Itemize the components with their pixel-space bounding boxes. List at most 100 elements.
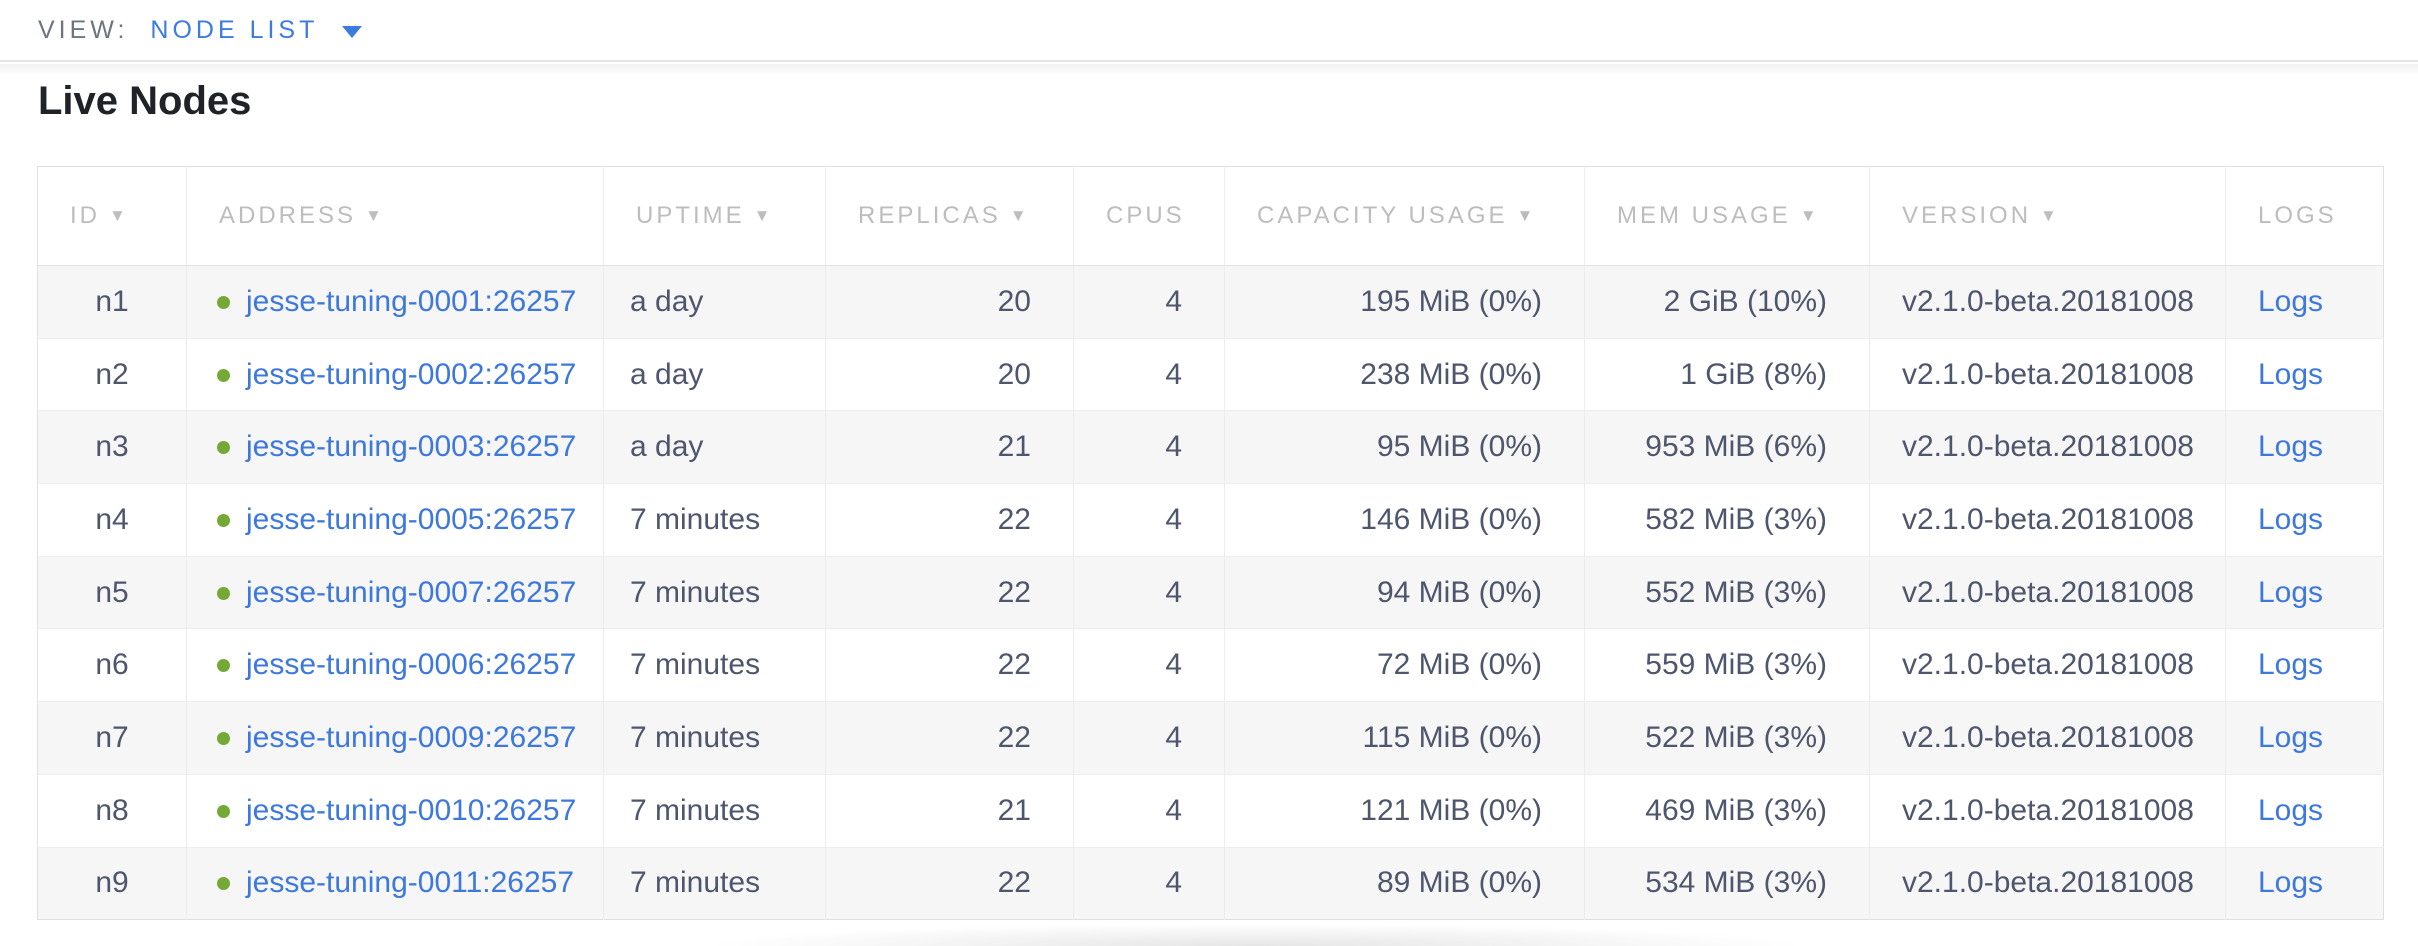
table-row: n3 jesse-tuning-0003:26257 a day 21 4 95 MiB …: [37, 410, 2384, 484]
cell-mem: 469 MiB (3%): [1584, 773, 1870, 847]
column-header-capacity[interactable]: CAPACITY USAGE ▼: [1224, 166, 1585, 266]
cell-capacity: 115 MiB (0%): [1224, 701, 1585, 775]
column-header-id[interactable]: ID ▼: [37, 166, 187, 266]
cell-version: v2.1.0-beta.20181008: [1869, 555, 2226, 629]
column-header-replicas[interactable]: REPLICAS ▼: [825, 166, 1074, 266]
live-status-icon: [217, 804, 230, 818]
cell-address: jesse-tuning-0011:26257: [186, 846, 604, 920]
below-fold-shadow: [520, 922, 1990, 946]
live-status-icon: [217, 877, 230, 891]
cell-id: n7: [37, 701, 187, 775]
sort-desc-icon: ▼: [109, 206, 129, 225]
logs-link[interactable]: Logs: [2258, 575, 2324, 609]
cell-uptime: 7 minutes: [603, 773, 826, 847]
cell-mem: 552 MiB (3%): [1584, 555, 1870, 629]
cell-address: jesse-tuning-0006:26257: [186, 628, 604, 702]
logs-link[interactable]: Logs: [2258, 720, 2324, 754]
live-nodes-table: ID ▼ ADDRESS ▼ UPTIME ▼ REPLICAS ▼ CPUS CAPACITY …: [37, 166, 2384, 921]
logs-link[interactable]: Logs: [2258, 284, 2324, 318]
column-header-version[interactable]: VERSION ▼: [1869, 166, 2226, 266]
cell-logs: Logs: [2225, 410, 2384, 484]
caret-down-icon: [342, 26, 363, 38]
cell-address: jesse-tuning-0009:26257: [186, 701, 604, 775]
cell-cpus: 4: [1073, 628, 1225, 702]
node-address-link[interactable]: jesse-tuning-0007:26257: [246, 575, 577, 609]
cell-uptime: 7 minutes: [603, 628, 826, 702]
sort-desc-icon: ▼: [1799, 206, 1820, 225]
node-address-link[interactable]: jesse-tuning-0011:26257: [246, 866, 575, 900]
table-row: n6 jesse-tuning-0006:26257 7 minutes 22 4 72 …: [37, 628, 2384, 702]
cell-id: n3: [37, 410, 187, 484]
column-header-mem[interactable]: MEM USAGE ▼: [1584, 166, 1870, 266]
cell-replicas: 21: [825, 410, 1074, 484]
cell-id: n1: [95, 284, 129, 318]
cell-mem: 582 MiB (3%): [1584, 483, 1870, 557]
column-header-logs: LOGS: [2225, 166, 2384, 266]
cell-mem: 2 GiB (10%): [1584, 265, 1870, 339]
column-header-label: ID: [70, 202, 100, 229]
node-address-link[interactable]: jesse-tuning-0009:26257: [246, 720, 577, 754]
column-header-label: REPLICAS: [858, 202, 1001, 229]
cell-logs: Logs: [2225, 265, 2384, 339]
cell-capacity: 195 MiB (0%): [1224, 265, 1585, 339]
cell-replicas: 22: [825, 483, 1074, 557]
node-address-link[interactable]: jesse-tuning-0002:26257: [246, 357, 577, 391]
column-header-label: CPUS: [1106, 202, 1185, 229]
logs-link[interactable]: Logs: [2258, 648, 2324, 682]
cell-uptime: a day: [603, 337, 826, 411]
cell-capacity: 238 MiB (0%): [1224, 337, 1585, 411]
cell-address: jesse-tuning-0002:26257: [186, 337, 604, 411]
cell-replicas: 21: [825, 773, 1074, 847]
cell-address: jesse-tuning-0010:26257: [186, 773, 604, 847]
cell-mem: 534 MiB (3%): [1584, 846, 1870, 920]
cell-logs: Logs: [2225, 483, 2384, 557]
logs-link[interactable]: Logs: [2258, 793, 2324, 827]
cell-mem: 1 GiB (8%): [1584, 337, 1870, 411]
cell-replicas: 22: [825, 846, 1074, 920]
node-address-link[interactable]: jesse-tuning-0001:26257: [246, 284, 577, 318]
sort-desc-icon: ▼: [1516, 206, 1537, 225]
cell-uptime: 7 minutes: [603, 846, 826, 920]
cell-version: v2.1.0-beta.20181008: [1869, 337, 2226, 411]
sort-desc-icon: ▼: [365, 206, 385, 225]
column-header-cpus: CPUS: [1073, 166, 1225, 266]
cell-id: n4: [37, 483, 187, 557]
live-status-icon: [217, 295, 230, 309]
node-address-link[interactable]: jesse-tuning-0010:26257: [246, 793, 577, 827]
view-dropdown[interactable]: NODE LIST: [150, 15, 363, 45]
column-header-uptime[interactable]: UPTIME ▼: [603, 166, 826, 266]
logs-link[interactable]: Logs: [2258, 866, 2324, 900]
sort-desc-icon: ▼: [1009, 206, 1030, 225]
column-header-label: CAPACITY USAGE: [1257, 202, 1508, 229]
cell-replicas: 20: [825, 337, 1074, 411]
table-row: n4 jesse-tuning-0005:26257 7 minutes 22 4 146…: [37, 483, 2384, 557]
cell-replicas: 20: [825, 265, 1074, 339]
cell-address: jesse-tuning-0005:26257: [186, 483, 604, 557]
table-body: n1 jesse-tuning-0001:26257 a day 20 4 195 MiB…: [37, 265, 2384, 920]
table-row: n5 jesse-tuning-0007:26257 7 minutes 22 4 94 …: [37, 555, 2384, 629]
cell-logs: Logs: [2225, 628, 2384, 702]
logs-link[interactable]: Logs: [2258, 357, 2324, 391]
node-address-link[interactable]: jesse-tuning-0005:26257: [246, 502, 577, 536]
cell-address: jesse-tuning-0003:26257: [186, 410, 604, 484]
table-header-row: ID ▼ ADDRESS ▼ UPTIME ▼ REPLICAS ▼ CPUS CAPACITY …: [37, 166, 2384, 266]
live-status-icon: [217, 513, 230, 527]
cell-replicas: 22: [825, 555, 1074, 629]
cell-mem: 953 MiB (6%): [1584, 410, 1870, 484]
node-address-link[interactable]: jesse-tuning-0006:26257: [246, 648, 577, 682]
column-header-address[interactable]: ADDRESS ▼: [186, 166, 604, 266]
view-dropdown-value: NODE LIST: [150, 15, 319, 44]
cell-cpus: 4: [1073, 701, 1225, 775]
view-label: VIEW:: [38, 15, 129, 44]
cell-logs: Logs: [2225, 337, 2384, 411]
cell-id: n5: [37, 555, 187, 629]
logs-link[interactable]: Logs: [2258, 430, 2324, 464]
cell-uptime: 7 minutes: [603, 483, 826, 557]
table-row: n2 jesse-tuning-0002:26257 a day 20 4 238 MiB…: [37, 337, 2384, 411]
logs-link[interactable]: Logs: [2258, 502, 2324, 536]
cell-capacity: 94 MiB (0%): [1224, 555, 1585, 629]
cell-cpus: 4: [1073, 483, 1225, 557]
node-address-link[interactable]: jesse-tuning-0003:26257: [246, 430, 577, 464]
table-row: n9 jesse-tuning-0011:26257 7 minutes 22 4 89 …: [37, 846, 2384, 920]
cell-version: v2.1.0-beta.20181008: [1869, 628, 2226, 702]
